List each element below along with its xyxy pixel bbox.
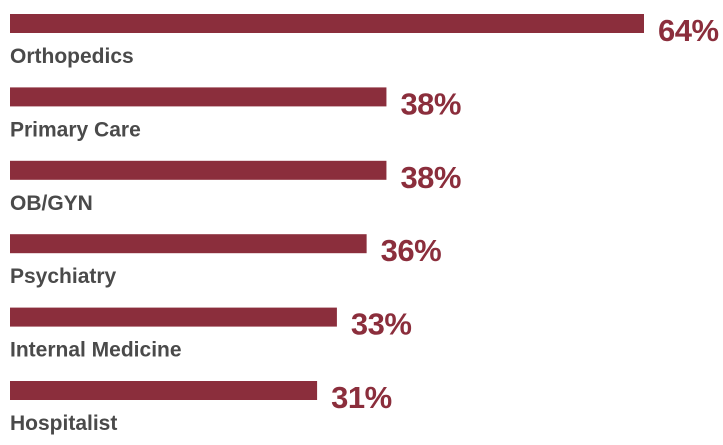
category-label: Orthopedics [10, 45, 134, 68]
category-label: Hospitalist [10, 412, 117, 435]
bar-row: 33% Internal Medicine [10, 307, 412, 362]
bar [10, 307, 337, 327]
value-label: 36% [381, 233, 442, 268]
bar-row: 64% Orthopedics [10, 13, 719, 68]
bar [10, 160, 387, 180]
category-label: Psychiatry [10, 265, 117, 288]
bar-row: 36% Psychiatry [10, 233, 442, 288]
value-label: 38% [400, 160, 461, 195]
category-label: OB/GYN [10, 192, 93, 215]
bar-row: 38% OB/GYN [10, 160, 461, 215]
bar [10, 14, 644, 33]
bar-row: 38% Primary Care [10, 86, 461, 141]
bar [10, 87, 387, 107]
bar [10, 381, 318, 400]
category-label: Primary Care [10, 118, 141, 141]
bar-row: 31% Hospitalist [10, 380, 392, 435]
category-label: Internal Medicine [10, 339, 182, 362]
value-label: 38% [400, 86, 461, 121]
value-label: 31% [331, 380, 392, 415]
value-label: 33% [351, 307, 412, 342]
value-label: 64% [658, 13, 719, 48]
bar [10, 234, 367, 254]
bars-layer: 64% Orthopedics 38% Primary Care 38% OB/GYN 36… [10, 13, 719, 435]
